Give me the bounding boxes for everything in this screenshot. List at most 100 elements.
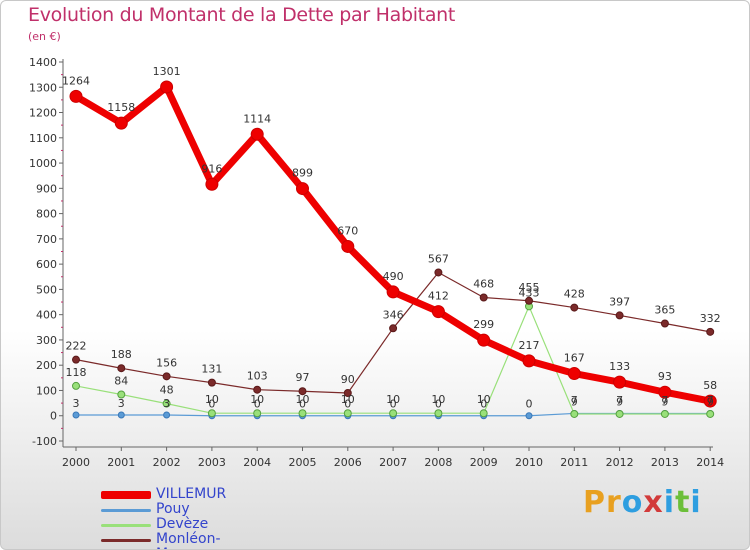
x-tick-label: 2010 xyxy=(515,456,543,469)
data-label: 0 xyxy=(390,398,397,411)
data-label: 490 xyxy=(383,270,404,283)
data-label: 433 xyxy=(519,286,540,299)
x-tick-label: 2000 xyxy=(62,456,90,469)
data-point xyxy=(434,409,443,418)
data-point xyxy=(703,394,717,408)
data-label: 133 xyxy=(609,360,630,373)
data-label: 9 xyxy=(571,395,578,408)
data-point xyxy=(117,364,126,373)
data-point xyxy=(479,409,488,418)
y-tick-label: 800 xyxy=(36,208,57,221)
data-label: 90 xyxy=(341,373,355,386)
data-label: 412 xyxy=(428,290,449,303)
x-tick-label: 2002 xyxy=(153,456,181,469)
y-tick-label: 1300 xyxy=(29,81,57,94)
legend-swatch xyxy=(101,491,151,499)
y-tick-label: 700 xyxy=(36,233,57,246)
data-label: 84 xyxy=(114,375,128,388)
data-point xyxy=(389,324,398,333)
data-label: 346 xyxy=(383,308,404,321)
data-point xyxy=(658,385,672,399)
data-label: 7 xyxy=(707,394,714,407)
legend-swatch xyxy=(101,509,151,512)
data-point xyxy=(389,409,398,418)
data-point xyxy=(343,409,352,418)
y-tick-label: 600 xyxy=(36,258,57,271)
data-point xyxy=(525,296,533,305)
data-label: 103 xyxy=(247,370,268,383)
data-label: 468 xyxy=(473,277,494,290)
y-tick-label: 1100 xyxy=(29,132,57,145)
legend-label: Pouy xyxy=(156,501,190,517)
data-label: 7 xyxy=(661,394,668,407)
x-tick-label: 2011 xyxy=(560,456,588,469)
data-point xyxy=(615,311,624,320)
data-label: 1264 xyxy=(62,74,90,87)
data-point xyxy=(660,409,669,418)
x-tick-label: 2012 xyxy=(606,456,634,469)
data-point xyxy=(72,355,80,364)
data-label: 7 xyxy=(616,394,623,407)
data-label: 3 xyxy=(118,397,125,410)
x-tick-label: 2005 xyxy=(289,456,317,469)
data-point xyxy=(434,268,443,277)
data-point xyxy=(341,239,355,253)
data-point xyxy=(117,411,125,419)
data-label: 3 xyxy=(163,397,170,410)
legend-label: VILLEMUR xyxy=(156,486,227,502)
data-label: 10 xyxy=(477,393,491,406)
data-point xyxy=(296,182,309,196)
data-label: 0 xyxy=(299,398,306,411)
data-point xyxy=(660,319,669,328)
x-tick-label: 2008 xyxy=(424,456,452,469)
data-point xyxy=(160,80,174,94)
data-label: 397 xyxy=(609,295,630,308)
data-point xyxy=(298,387,307,396)
data-point xyxy=(570,303,579,312)
data-point xyxy=(163,411,171,419)
data-label: 428 xyxy=(564,288,585,301)
data-label: 9 xyxy=(616,395,623,408)
x-tick-label: 2001 xyxy=(107,456,135,469)
data-point xyxy=(72,381,80,390)
data-label: 188 xyxy=(111,348,132,361)
x-tick-label: 2014 xyxy=(696,456,724,469)
y-tick-label: 900 xyxy=(36,182,57,195)
data-point xyxy=(205,177,219,191)
data-point xyxy=(477,333,491,347)
chart-title: Evolution du Montant de la Dette par Hab… xyxy=(28,4,456,26)
data-point xyxy=(570,409,579,418)
x-tick-label: 2003 xyxy=(198,456,226,469)
data-point xyxy=(250,127,264,141)
data-label: 0 xyxy=(208,398,215,411)
data-label: 0 xyxy=(254,398,261,411)
data-label: 916 xyxy=(201,162,222,175)
data-label: 0 xyxy=(435,398,442,411)
legend-label: Devèze xyxy=(156,516,209,532)
y-tick-label: 400 xyxy=(36,309,57,322)
data-label: 7 xyxy=(571,394,578,407)
data-point xyxy=(72,411,80,419)
data-point xyxy=(253,409,262,418)
data-label: 48 xyxy=(160,384,174,397)
proxiti-logo: Proxiti xyxy=(583,485,702,520)
data-point xyxy=(253,385,262,394)
data-label: 1301 xyxy=(153,65,181,78)
y-tick-label: 300 xyxy=(36,334,57,347)
data-label: 118 xyxy=(66,366,87,379)
legend-swatch xyxy=(101,524,151,527)
data-point xyxy=(522,354,536,368)
data-label: 217 xyxy=(519,339,540,352)
series-line-villemur xyxy=(72,83,714,405)
y-tick-label: 500 xyxy=(36,283,57,296)
data-label: 365 xyxy=(654,304,675,317)
x-tick-label: 2013 xyxy=(651,456,679,469)
data-label: 10 xyxy=(341,393,355,406)
data-point xyxy=(615,409,624,418)
data-point xyxy=(613,375,627,389)
y-tick-label: 100 xyxy=(36,384,57,397)
data-label: 10 xyxy=(205,393,219,406)
legend-label: Monléon-Magnoac xyxy=(156,531,221,550)
data-point xyxy=(431,305,445,319)
